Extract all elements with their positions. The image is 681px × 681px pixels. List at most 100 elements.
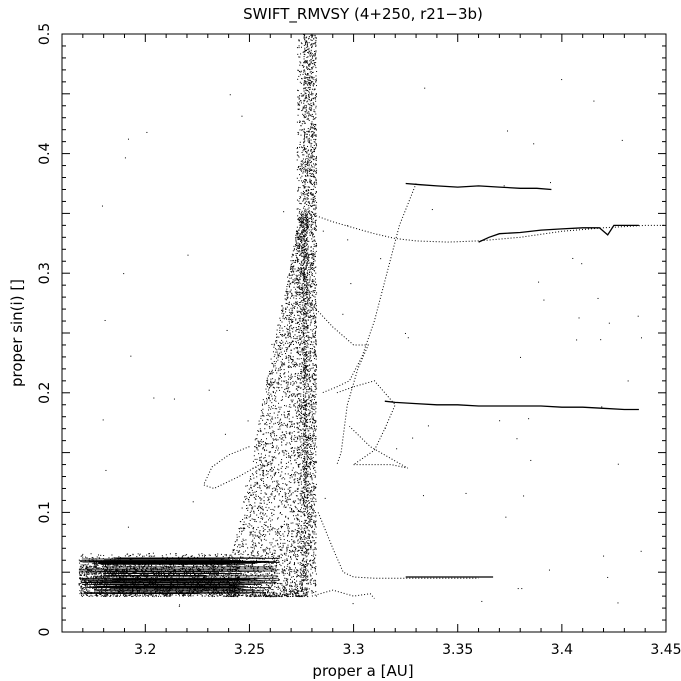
column-point: [306, 157, 308, 159]
fan-point: [301, 284, 303, 286]
column-point: [303, 168, 305, 170]
fan-point: [285, 515, 287, 517]
fan-point: [278, 421, 280, 423]
fan-point: [287, 466, 289, 468]
column-point: [307, 87, 309, 89]
fan-point: [301, 531, 303, 533]
fan-point: [259, 484, 261, 486]
column-point: [303, 154, 305, 156]
fan-point: [263, 538, 265, 540]
column-point: [304, 443, 306, 445]
column-point: [310, 559, 312, 561]
column-point: [311, 189, 313, 191]
column-point: [314, 253, 316, 255]
column-point: [315, 172, 317, 174]
column-point: [309, 508, 311, 510]
column-point: [309, 306, 311, 308]
column-point: [304, 276, 306, 278]
column-point: [308, 465, 310, 467]
fan-point: [271, 488, 273, 490]
fan-point: [265, 595, 267, 597]
column-point: [303, 244, 305, 246]
column-point: [307, 249, 309, 251]
column-point: [298, 590, 300, 592]
fan-point: [252, 544, 254, 546]
fan-point: [294, 375, 296, 377]
column-point: [315, 156, 317, 158]
fan-point: [298, 342, 300, 344]
column-point: [301, 194, 303, 196]
fan-point: [289, 335, 291, 337]
fan-point: [266, 546, 268, 548]
fan-point: [293, 286, 295, 288]
fan-point: [286, 286, 288, 288]
fan-point: [298, 393, 300, 395]
column-point: [306, 563, 308, 565]
column-point: [308, 545, 310, 547]
column-point: [306, 495, 308, 497]
fan-point: [274, 466, 276, 468]
fan-point: [257, 576, 259, 578]
column-point: [305, 566, 307, 568]
fan-point: [274, 489, 276, 491]
fan-point: [296, 415, 298, 417]
fan-point: [259, 469, 261, 471]
fan-point: [281, 583, 283, 585]
fan-point: [291, 320, 293, 322]
fan-point: [292, 515, 294, 517]
column-point: [299, 382, 301, 384]
fan-point: [294, 478, 296, 480]
column-point: [303, 576, 305, 578]
column-point: [304, 165, 306, 167]
fan-point: [288, 361, 290, 363]
fan-point: [267, 496, 269, 498]
column-point: [301, 300, 303, 302]
column-point: [305, 404, 307, 406]
fan-point: [263, 433, 265, 435]
column-point: [311, 56, 313, 58]
fan-point: [300, 575, 302, 577]
column-point: [310, 507, 312, 509]
fan-point: [304, 368, 306, 370]
fan-point: [268, 487, 270, 489]
column-point: [308, 86, 310, 88]
column-point: [300, 412, 302, 414]
column-point: [307, 42, 309, 44]
column-point: [308, 403, 310, 405]
fan-point: [289, 585, 291, 587]
column-point: [312, 590, 314, 592]
column-point: [304, 160, 306, 162]
fan-point: [300, 273, 302, 275]
fan-point: [228, 571, 230, 573]
column-point: [310, 490, 312, 492]
column-point: [303, 53, 305, 55]
fan-point: [298, 314, 300, 316]
column-point: [299, 121, 301, 123]
column-point: [306, 340, 308, 342]
column-point: [305, 447, 307, 449]
fan-point: [303, 570, 305, 572]
fan-point: [299, 224, 301, 226]
fan-point: [275, 480, 277, 482]
fan-point: [261, 480, 263, 482]
column-point: [303, 295, 305, 297]
fan-point: [299, 288, 301, 290]
column-point: [304, 401, 306, 403]
column-point: [304, 113, 306, 115]
fan-point: [299, 239, 301, 241]
fan-point: [280, 334, 282, 336]
column-point: [305, 461, 307, 463]
column-point: [303, 117, 305, 119]
column-point: [313, 521, 315, 523]
column-point: [310, 498, 312, 500]
fan-point: [302, 503, 304, 505]
fan-point: [282, 544, 284, 546]
column-point: [308, 221, 310, 223]
column-point: [313, 227, 315, 229]
column-point: [296, 278, 298, 280]
column-point: [309, 134, 311, 136]
fan-point: [290, 318, 292, 320]
fan-point: [302, 380, 304, 382]
column-point: [304, 148, 306, 150]
fan-point: [288, 452, 290, 454]
